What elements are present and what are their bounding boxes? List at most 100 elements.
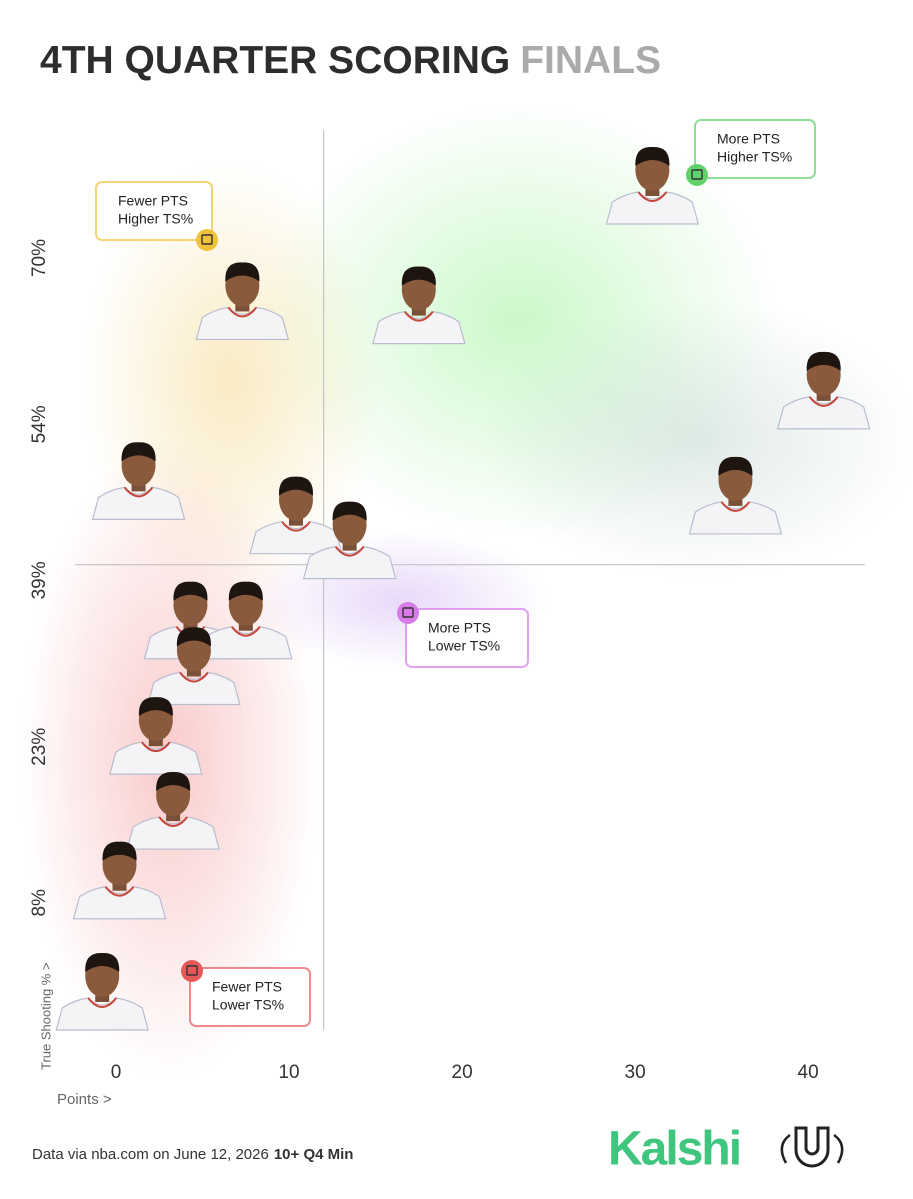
- player-point: [109, 697, 203, 775]
- player-point: [195, 262, 290, 341]
- jersey-trim: [404, 310, 434, 322]
- quadrant-box: [189, 967, 311, 1027]
- jersey-trim: [637, 191, 668, 202]
- quadrant-label: Fewer PTS Higher TS%: [95, 181, 218, 251]
- quadrant-icon-glyph: [201, 234, 213, 245]
- jersey-trim: [158, 816, 188, 828]
- player-point: [776, 351, 871, 430]
- jersey-trim: [141, 741, 171, 753]
- hair: [85, 952, 120, 972]
- jersey: [147, 671, 241, 706]
- player-point: [249, 476, 343, 555]
- title-highlight: FINALS: [520, 39, 661, 82]
- source-note: 10+ Q4 Min: [274, 1146, 354, 1163]
- player-point: [55, 952, 149, 1031]
- hair: [138, 697, 173, 717]
- quadrant-text: Lower TS%: [212, 997, 284, 1013]
- quadrant-box: [405, 608, 529, 668]
- jersey: [126, 816, 220, 850]
- hair: [102, 841, 137, 861]
- quadrant-label: More PTS Higher TS%: [686, 119, 816, 186]
- jersey-trim: [104, 886, 135, 897]
- player-point: [688, 456, 783, 535]
- x-tick-label: 40: [798, 1062, 819, 1083]
- quadrant-text: Higher TS%: [717, 149, 792, 165]
- quadrant-icon: [181, 960, 203, 982]
- jersey-trim: [179, 671, 209, 683]
- quadrant-box: [694, 119, 816, 179]
- hair: [173, 581, 208, 601]
- x-axis-label: Points >: [57, 1091, 112, 1108]
- hair: [332, 501, 367, 521]
- quadrant-box: [95, 181, 213, 241]
- brand-emblem: [780, 1126, 844, 1168]
- jersey: [72, 886, 167, 920]
- player-point: [72, 841, 167, 920]
- jersey: [688, 501, 783, 535]
- jersey-trim: [231, 626, 261, 637]
- jersey-trim: [808, 396, 839, 407]
- hair: [278, 476, 314, 496]
- player-point: [605, 146, 700, 225]
- quadrant-text: More PTS: [717, 131, 780, 147]
- y-tick-label: 70%: [29, 239, 50, 277]
- jersey: [199, 626, 293, 660]
- hair: [401, 266, 436, 286]
- jersey-trim: [123, 486, 154, 498]
- hair: [806, 351, 841, 371]
- x-tick-label: 10: [278, 1062, 299, 1083]
- player-point: [147, 627, 241, 706]
- brand: Kalshi: [608, 1123, 740, 1176]
- jersey: [776, 396, 871, 430]
- y-tick-label: 39%: [29, 561, 50, 599]
- player-point: [199, 581, 293, 660]
- x-tick-label: 30: [625, 1062, 646, 1083]
- title-main: 4TH QUARTER SCORING: [40, 39, 510, 82]
- source: Data via nba.com on June 12, 2026 10+ Q4 …: [32, 1146, 353, 1163]
- jersey: [372, 310, 466, 345]
- jersey: [55, 997, 149, 1031]
- jersey-trim: [227, 306, 258, 318]
- hair: [156, 771, 191, 792]
- chart-title: 4TH QUARTER SCORING FINALS: [40, 39, 661, 82]
- y-axis-label: True Shooting % >: [38, 962, 53, 1070]
- quadrant-text: Higher TS%: [118, 211, 193, 227]
- source-text: Data via nba.com on June 12, 2026: [32, 1146, 269, 1163]
- background-glow: [20, 100, 913, 1080]
- player-point: [302, 501, 397, 580]
- y-tick-label: 23%: [29, 728, 50, 766]
- hair: [225, 262, 260, 282]
- jersey-trim: [334, 546, 365, 557]
- player-point: [372, 266, 466, 345]
- jersey: [195, 306, 290, 341]
- quadrant-icon-glyph: [402, 607, 414, 618]
- player-point: [126, 771, 220, 850]
- x-tick-label: 20: [452, 1062, 473, 1083]
- y-tick-label: 54%: [29, 405, 50, 443]
- hair: [228, 581, 263, 601]
- quadrant-label: Fewer PTS Lower TS%: [181, 960, 311, 1027]
- quadrant-text: Lower TS%: [428, 638, 500, 654]
- jersey: [249, 521, 343, 555]
- y-tick-label: 8%: [29, 889, 50, 917]
- jersey-trim: [87, 997, 118, 1008]
- jersey: [302, 546, 397, 580]
- player-point: [91, 442, 186, 520]
- jersey-trim: [281, 521, 311, 532]
- hair: [635, 146, 670, 166]
- quadrant-icon-glyph: [186, 965, 198, 976]
- hair: [176, 627, 211, 647]
- quadrant-text: Fewer PTS: [118, 193, 188, 209]
- jersey: [91, 486, 186, 520]
- quadrant-icon-glyph: [691, 169, 703, 180]
- quadrant-text: Fewer PTS: [212, 979, 282, 995]
- hair: [718, 456, 753, 476]
- jersey: [605, 191, 700, 225]
- quadrant-text: More PTS: [428, 620, 491, 636]
- quadrant-icon: [686, 164, 708, 186]
- quadrant-icon: [196, 229, 218, 251]
- quadrant-icon: [397, 602, 419, 624]
- hair: [121, 442, 156, 462]
- quadrant-label: More PTS Lower TS%: [397, 602, 529, 668]
